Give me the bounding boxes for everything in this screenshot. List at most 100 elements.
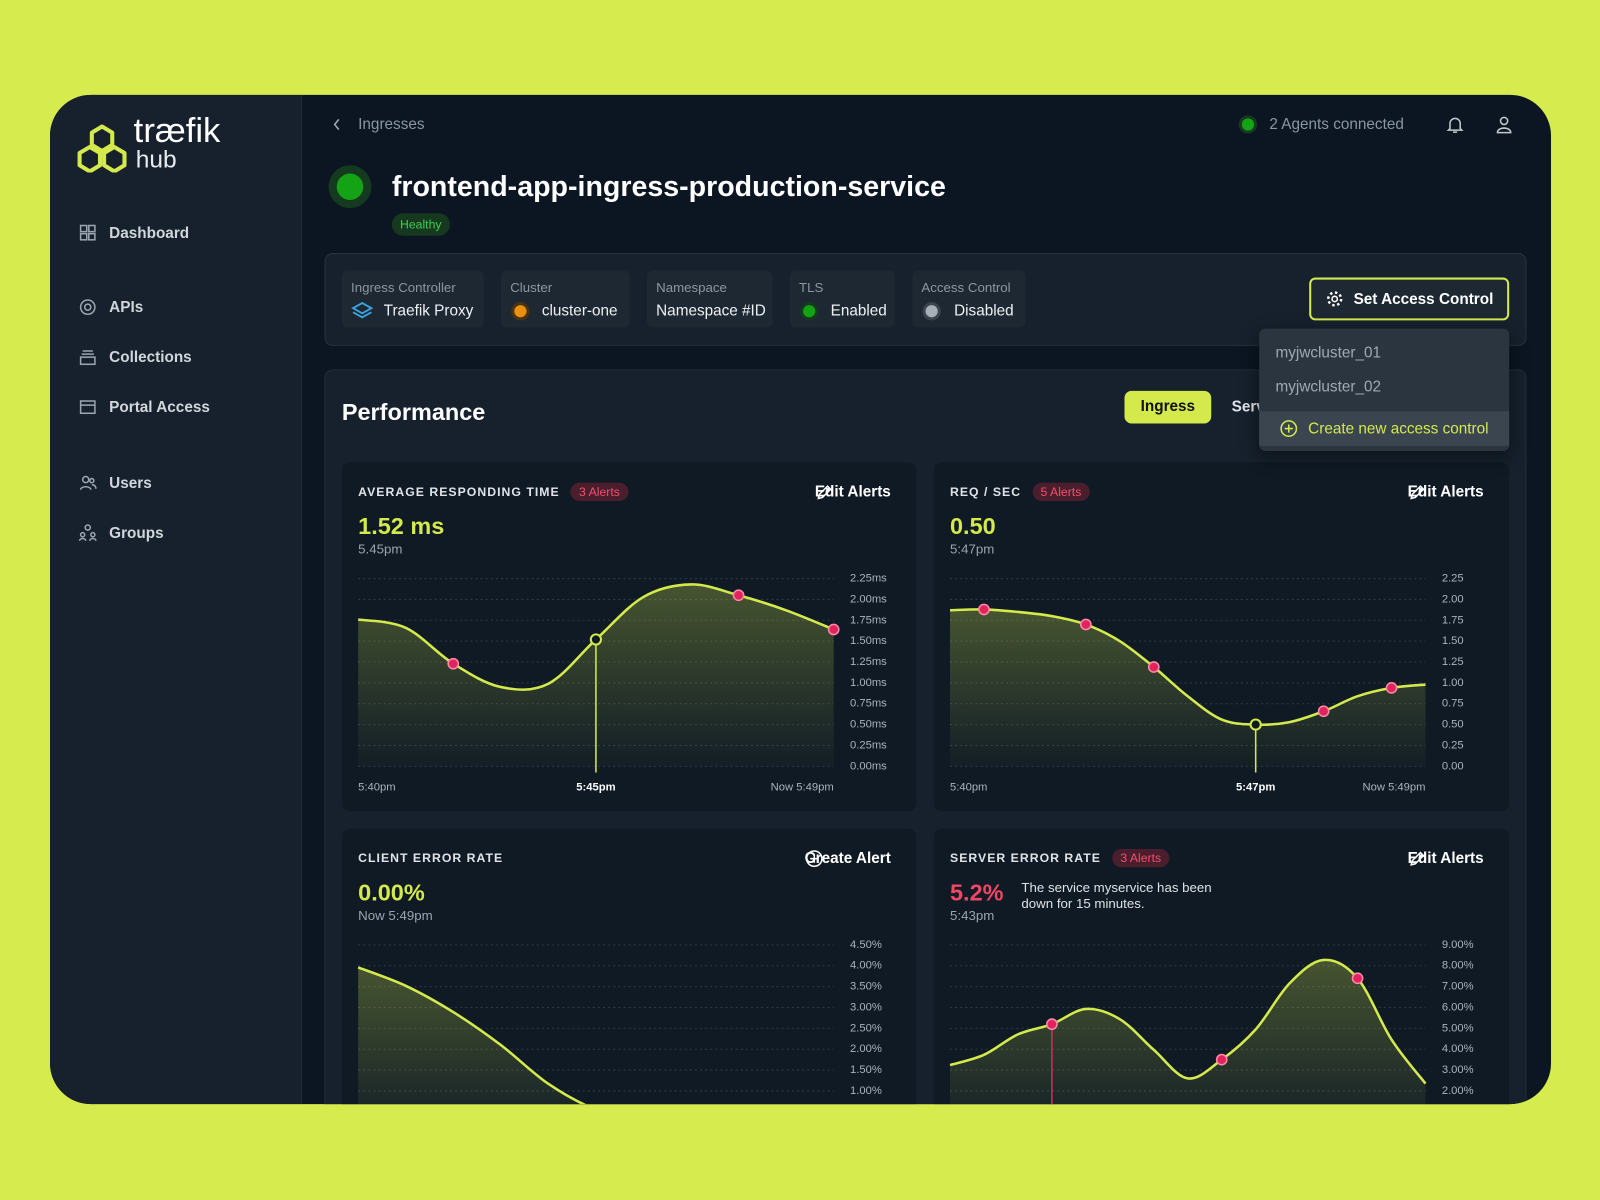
info-value: cluster-one <box>541 302 618 320</box>
alert-point <box>1079 618 1092 631</box>
set-access-button[interactable]: Set Access Control <box>1309 277 1510 321</box>
y-tick-label: 5.00% <box>1442 1022 1474 1034</box>
area <box>358 967 584 1105</box>
alert-point <box>1385 682 1398 694</box>
breadcrumb[interactable]: Ingresses <box>358 115 425 134</box>
dropdown-item[interactable]: myjwcluster_01 <box>1275 344 1381 362</box>
info-label: Ingress Controller <box>351 279 456 295</box>
y-tick-label: 0.50ms <box>850 719 887 731</box>
logo-name: træfik <box>133 111 221 150</box>
chart-action[interactable]: Edit Alerts <box>815 483 891 500</box>
chart-action[interactable]: Edit Alerts <box>1408 483 1484 500</box>
info-label: Cluster <box>510 279 553 295</box>
nav-icon <box>79 299 96 316</box>
alerts-badge: 3 Alerts <box>1112 848 1170 868</box>
user-icon[interactable] <box>1494 114 1514 134</box>
info-chip: Cluster cluster-one <box>501 270 630 328</box>
y-tick-label: 9.00% <box>1442 939 1474 951</box>
info-value: Traefik Proxy <box>383 302 474 320</box>
agents-connected: 2 Agents connected <box>1269 115 1404 134</box>
chart: 2.00% 3.00% 4.00% 5.00% 6.00% 7.00% 8.00% 9.00% <box>949 939 1474 1105</box>
chart-card: CLIENT ERROR RATE Create Alert 0.00% Now 5:… <box>341 828 917 1105</box>
nav-icon <box>78 524 97 542</box>
y-tick-label: 8.00% <box>1442 960 1474 972</box>
x-tick-label: 5:40pm <box>950 782 987 794</box>
info-label: TLS <box>798 279 824 295</box>
create-access-control[interactable]: Create new access control <box>1259 411 1510 446</box>
dropdown: myjwcluster_01 myjwcluster_02 Create new… <box>1259 328 1510 452</box>
area <box>949 959 1426 1105</box>
info-chip: TLS Enabled <box>789 270 895 328</box>
y-tick-label: 0.00ms <box>850 760 887 772</box>
nav-item[interactable]: Users <box>79 473 152 491</box>
y-tick-label: 0.50 <box>1442 719 1464 731</box>
action-label: Edit Alerts <box>1407 483 1484 501</box>
y-tick-label: 2.00% <box>850 1043 882 1055</box>
nav-label: Dashboard <box>109 223 190 242</box>
y-tick-label: 0.75 <box>1442 698 1464 710</box>
y-tick-label: 0.00 <box>1442 760 1464 772</box>
y-tick-label: 2.25 <box>1442 573 1464 585</box>
y-tick-label: 2.00% <box>1442 1085 1474 1097</box>
y-tick-label: 7.00% <box>1442 981 1474 993</box>
dropdown-item[interactable]: myjwcluster_02 <box>1275 378 1381 396</box>
headline-value: 1.52 ms <box>358 512 445 540</box>
nav-label: Portal Access <box>109 398 210 416</box>
y-tick-label: 1.00ms <box>850 677 887 689</box>
action-label: Edit Alerts <box>1407 849 1484 867</box>
line <box>949 608 1426 726</box>
chart-action[interactable]: Edit Alerts <box>1408 849 1484 866</box>
info-value: Namespace #ID <box>656 302 766 320</box>
chart: 0.00 0.25 0.50 0.75 1.00 1.25 1.50 1.75 2.00 2.25… <box>949 573 1464 794</box>
x-tick-label: Now 5:49pm <box>771 782 834 794</box>
y-tick-label: 1.25ms <box>850 656 887 668</box>
chart-title-row: AVERAGE RESPONDING TIME 3 Alerts <box>358 482 629 502</box>
chart-title: REQ / SEC <box>949 484 1022 499</box>
info-chip: Access Control Disabled <box>912 270 1026 328</box>
y-tick-label: 1.00 <box>1442 677 1464 689</box>
tab-active[interactable]: Ingress <box>1124 390 1212 424</box>
create-label: Create new access control <box>1308 419 1489 438</box>
chart-title: CLIENT ERROR RATE <box>358 851 504 866</box>
tab[interactable]: Serv <box>1231 398 1265 416</box>
chart-title-row: REQ / SEC 5 Alerts <box>949 482 1090 502</box>
area <box>949 609 1426 767</box>
nav-item[interactable]: Collections <box>79 348 192 366</box>
headline-value: 0.00% <box>358 879 425 906</box>
chart-action[interactable]: Create Alert <box>805 849 891 868</box>
back-arrow[interactable] <box>332 117 342 131</box>
y-tick-label: 2.00ms <box>850 593 887 605</box>
bell-icon[interactable] <box>1445 114 1465 134</box>
y-tick-label: 4.50% <box>850 939 882 951</box>
x-tick-label: 5:45pm <box>576 782 615 794</box>
nav-item[interactable]: Groups <box>78 523 164 542</box>
sidebar: træfik hub Dashboard APIs Collections Po… <box>49 94 303 1105</box>
nav-item[interactable]: Dashboard <box>79 223 190 242</box>
page-title: frontend-app-ingress-production-service <box>391 170 946 203</box>
nav-label: Collections <box>109 348 192 366</box>
nav-item[interactable]: APIs <box>79 298 143 316</box>
y-tick-label: 0.75ms <box>850 698 887 710</box>
access-dot <box>922 302 941 321</box>
y-tick-label: 1.50% <box>850 1064 882 1076</box>
info-label: Namespace <box>656 279 727 295</box>
info-value: Enabled <box>830 302 887 320</box>
info-value: Disabled <box>954 302 1014 320</box>
highlight-point <box>589 633 603 646</box>
action-icon <box>805 850 823 868</box>
alert-point <box>447 657 460 670</box>
chart-note: The service myservice has been down for … <box>1021 879 1212 912</box>
y-tick-label: 2.00 <box>1442 593 1464 605</box>
nav-item[interactable]: Portal Access <box>79 398 210 416</box>
y-tick-label: 3.50% <box>850 981 882 993</box>
chart-card: AVERAGE RESPONDING TIME 3 Alerts Edit Aler… <box>341 462 917 812</box>
y-tick-label: 6.00% <box>1442 1001 1474 1013</box>
alert-point <box>1351 972 1364 985</box>
alert-point <box>827 623 840 636</box>
chart-title: AVERAGE RESPONDING TIME <box>358 484 560 499</box>
alert-point <box>1215 1053 1228 1066</box>
cluster-dot <box>511 302 530 321</box>
y-tick-label: 1.75 <box>1442 614 1464 626</box>
gear-icon <box>1326 291 1342 307</box>
